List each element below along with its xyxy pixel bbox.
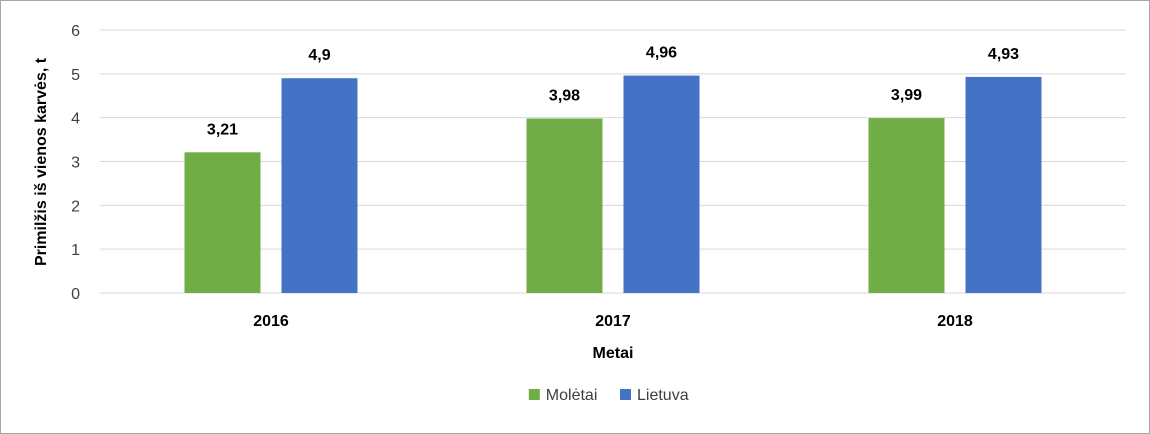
x-tick-label: 2018: [937, 313, 973, 330]
bar-lietuva-2018: [965, 76, 1042, 293]
legend-label: Lietuva: [637, 387, 689, 404]
data-label: 4,93: [988, 46, 1019, 63]
y-tick-label: 6: [71, 23, 80, 40]
bar-lietuva-2017: [623, 75, 700, 293]
data-label: 3,99: [891, 87, 922, 104]
x-tick-label: 2016: [253, 313, 289, 330]
bar-molėtai-2016: [184, 152, 261, 293]
data-label: 3,98: [549, 88, 580, 105]
data-label: 4,96: [646, 45, 677, 62]
y-axis-title: Primilžis iš vienos karvės, t: [33, 57, 50, 266]
bar-molėtai-2018: [868, 118, 945, 293]
legend-swatch-lietuva: [620, 389, 631, 400]
y-tick-label: 5: [71, 67, 80, 84]
y-axis-ticks: 0 1 2 3 4 5 6: [71, 23, 80, 303]
legend: Molėtai Lietuva: [528, 387, 689, 404]
x-axis-ticks: 2016 2017 2018: [253, 313, 973, 330]
bars: [184, 75, 1042, 293]
y-tick-label: 2: [71, 198, 80, 215]
y-tick-label: 1: [71, 242, 80, 259]
data-labels: 3,21 4,9 3,98 4,96 3,99 4,93: [207, 45, 1019, 139]
data-label: 3,21: [207, 121, 238, 138]
gridlines: [100, 29, 1126, 294]
data-label: 4,9: [308, 47, 330, 64]
bar-molėtai-2017: [526, 118, 603, 293]
x-axis-title: Metai: [593, 345, 634, 362]
y-tick-label: 4: [71, 111, 80, 128]
legend-swatch-molėtai: [528, 389, 540, 400]
y-tick-label: 3: [71, 155, 80, 172]
legend-label: Molėtai: [546, 387, 598, 404]
bar-lietuva-2016: [281, 78, 358, 293]
y-tick-label: 0: [71, 286, 80, 303]
x-tick-label: 2017: [595, 313, 631, 330]
